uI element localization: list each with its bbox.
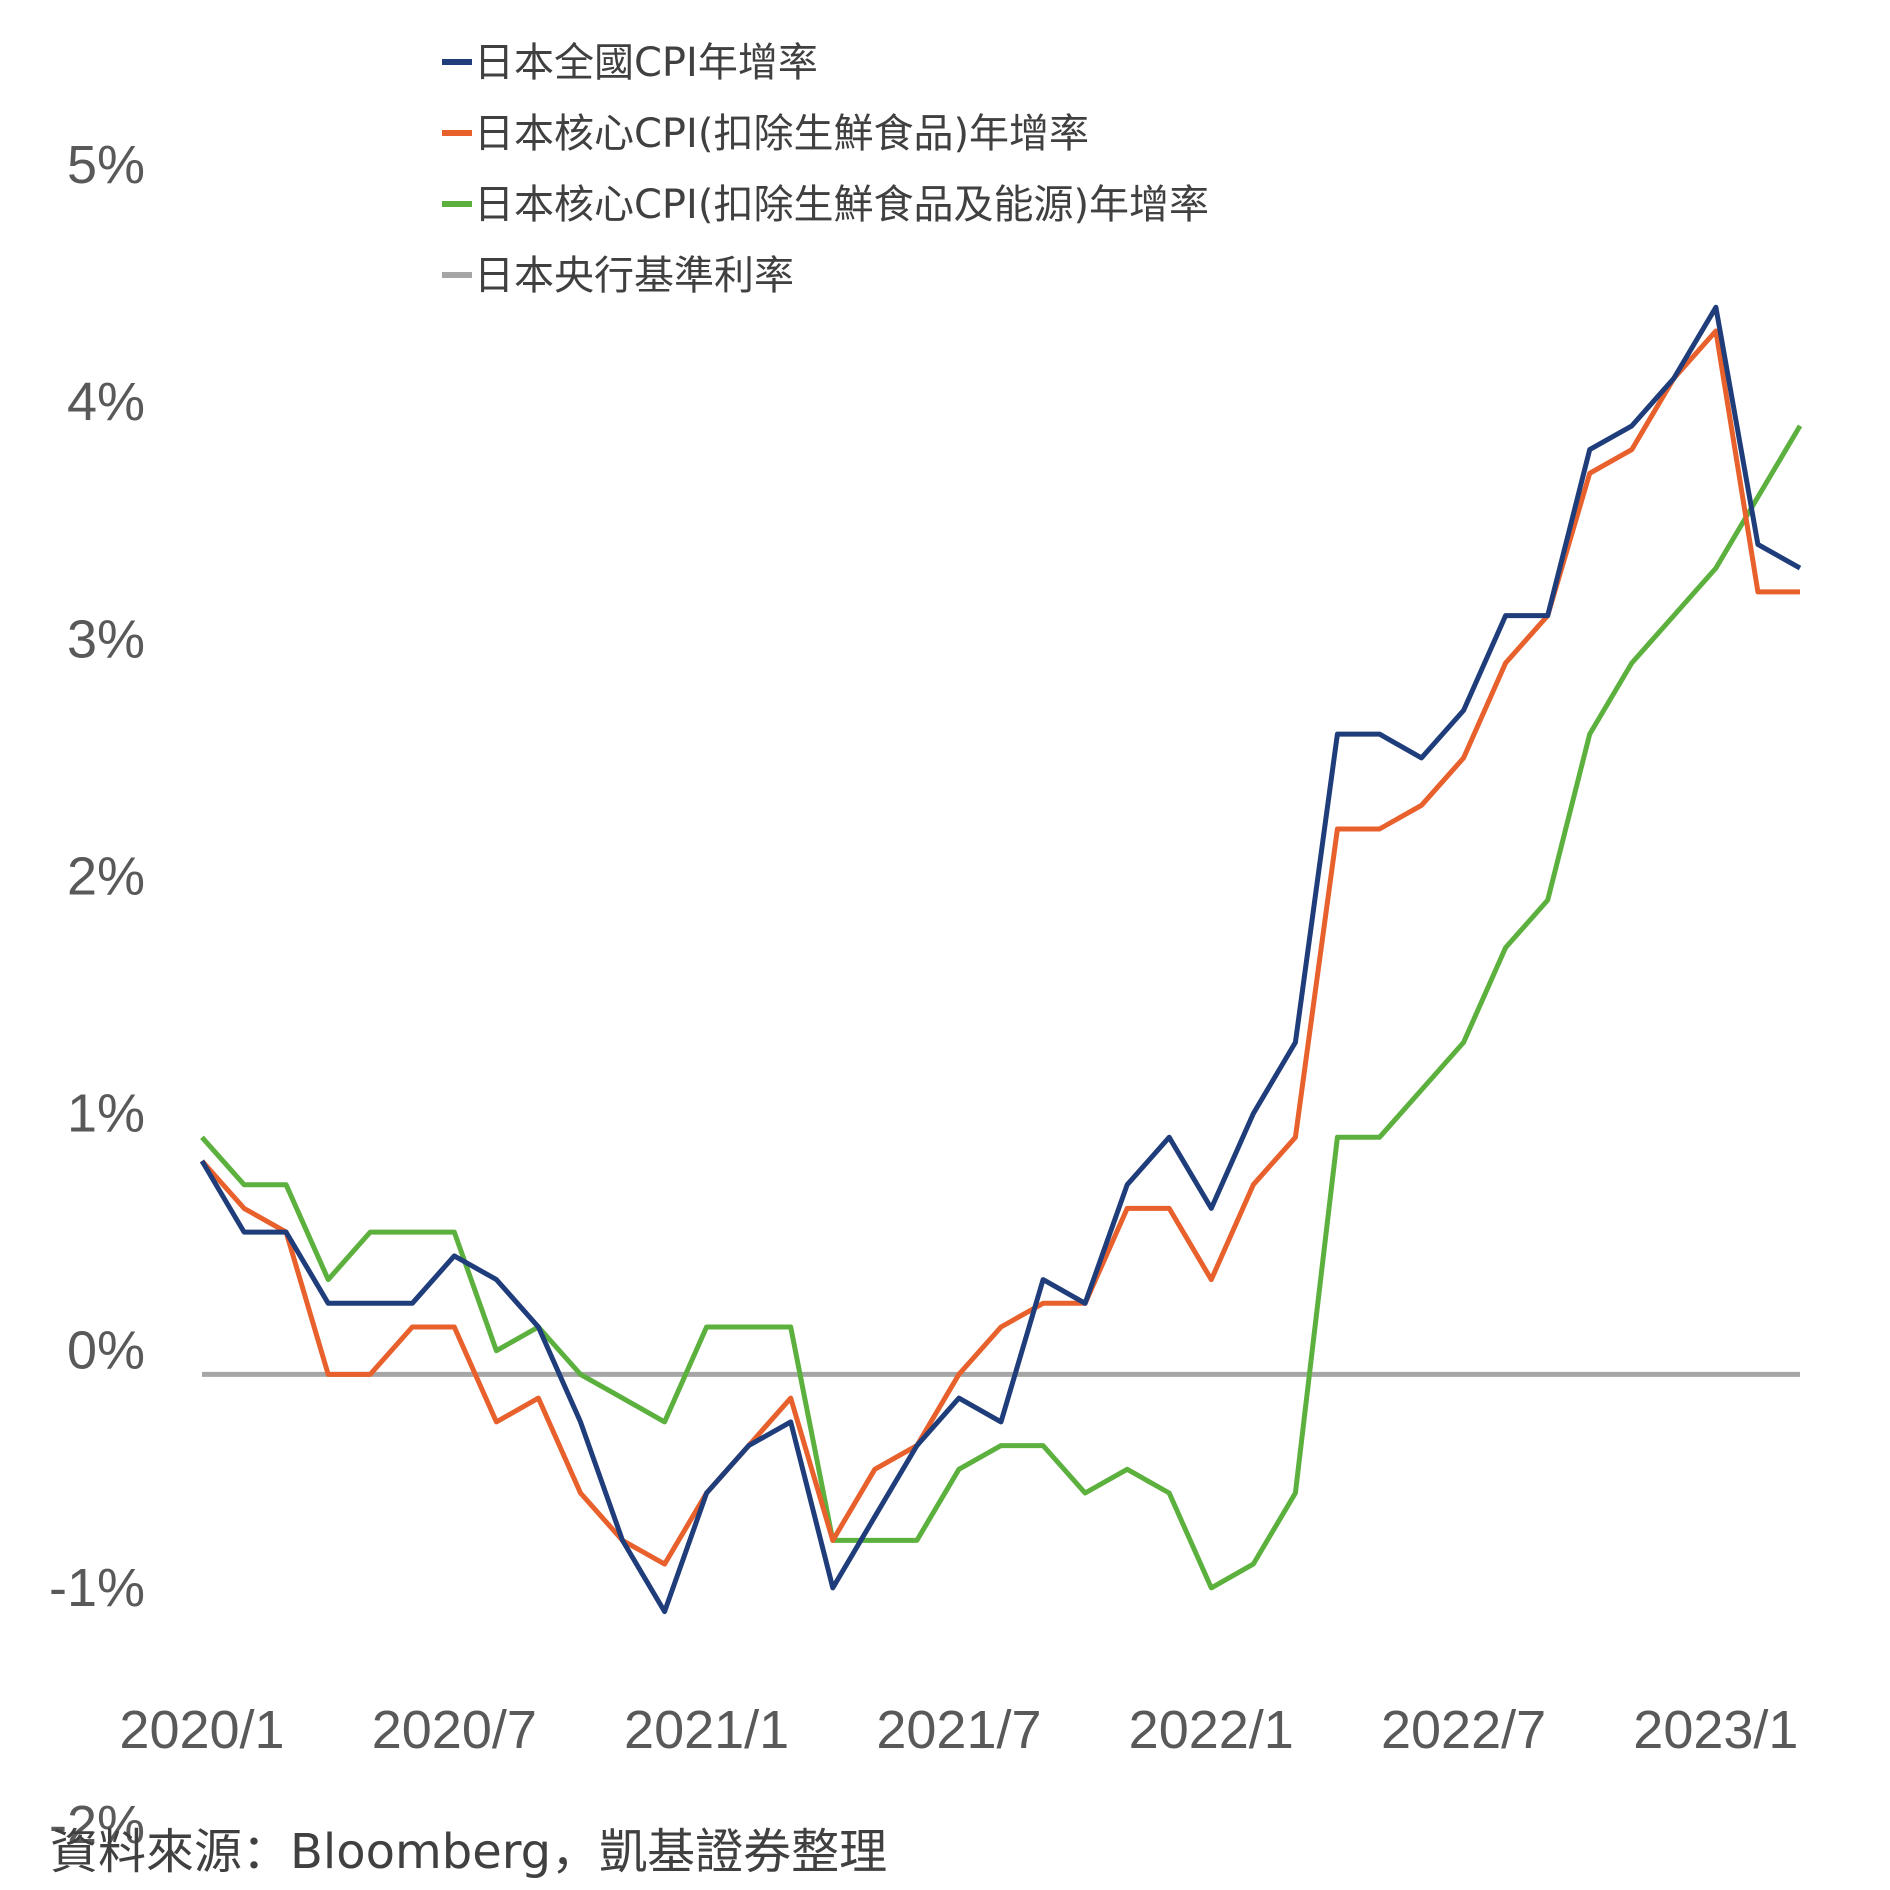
legend-label: 日本央行基準利率	[474, 253, 794, 299]
legend-label: 日本全國CPI年增率	[474, 40, 818, 86]
series-line-0	[199, 304, 1802, 1615]
x-tick-label: 2022/7	[1381, 1700, 1546, 1760]
legend-label: 日本核心CPI(扣除生鮮食品)年增率	[474, 111, 1089, 157]
legend: 日本全國CPI年增率日本核心CPI(扣除生鮮食品)年增率日本核心CPI(扣除生鮮…	[442, 40, 1209, 299]
x-tick-label: 2021/1	[624, 1700, 789, 1760]
x-tick-label: 2020/1	[119, 1700, 284, 1760]
y-tick-label: 1%	[67, 1084, 145, 1144]
x-tick-label: 2020/7	[372, 1700, 537, 1760]
y-tick-label: 3%	[67, 609, 145, 669]
y-axis: -2% -1% 0% 1% 2% 3% 4% 5%	[49, 135, 145, 1855]
x-tick-label: 2023/1	[1633, 1700, 1798, 1760]
y-tick-label: 0%	[67, 1321, 145, 1381]
x-tick-label: 2021/7	[876, 1700, 1041, 1760]
x-tick-label: 2022/1	[1129, 1700, 1294, 1760]
y-tick-label: 5%	[67, 135, 145, 195]
y-tick-label: 4%	[67, 372, 145, 432]
plot-area	[199, 304, 1803, 1615]
series-line-1	[200, 328, 1800, 1567]
x-axis: 2020/1 2020/7 2021/1 2021/7 2022/1 2022/7 2023…	[119, 1700, 1798, 1760]
y-tick-label: 2%	[67, 846, 145, 906]
y-tick-label: -2%	[49, 1795, 145, 1855]
y-tick-label: -1%	[49, 1558, 145, 1618]
series-line-2	[200, 424, 1803, 1591]
legend-label: 日本核心CPI(扣除生鮮食品及能源)年增率	[474, 182, 1209, 228]
source-note: 資料來源：Bloomberg，凱基證券整理	[50, 1824, 888, 1880]
